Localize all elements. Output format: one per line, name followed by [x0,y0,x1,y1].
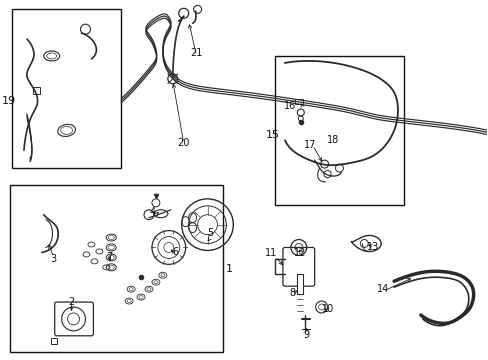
Text: 2: 2 [68,297,75,307]
Text: 15: 15 [265,130,280,140]
Text: 12: 12 [293,248,305,258]
Text: 14: 14 [376,284,388,294]
Text: 20: 20 [177,138,189,148]
Text: 10: 10 [321,304,333,314]
Text: 13: 13 [366,243,379,252]
Text: 5: 5 [207,228,213,238]
Bar [294,99,302,104]
Bar [296,274,302,294]
Bar [33,87,40,94]
Text: 21: 21 [190,48,203,58]
Text: 8: 8 [289,288,295,298]
Text: 1: 1 [225,264,232,274]
Text: 17: 17 [303,140,315,150]
Text: 9: 9 [303,330,309,340]
Text: 4: 4 [149,207,156,217]
Text: 11: 11 [264,248,277,258]
Text: 6: 6 [172,247,179,257]
Text: 19: 19 [2,96,16,105]
Text: 18: 18 [327,135,339,145]
Text: 7: 7 [106,252,112,262]
Bar [12,9,121,168]
Text: 16: 16 [283,100,295,111]
FancyBboxPatch shape [283,247,314,286]
Bar [274,56,403,205]
FancyBboxPatch shape [55,302,93,336]
Text: 3: 3 [51,255,57,264]
Bar [10,185,223,352]
